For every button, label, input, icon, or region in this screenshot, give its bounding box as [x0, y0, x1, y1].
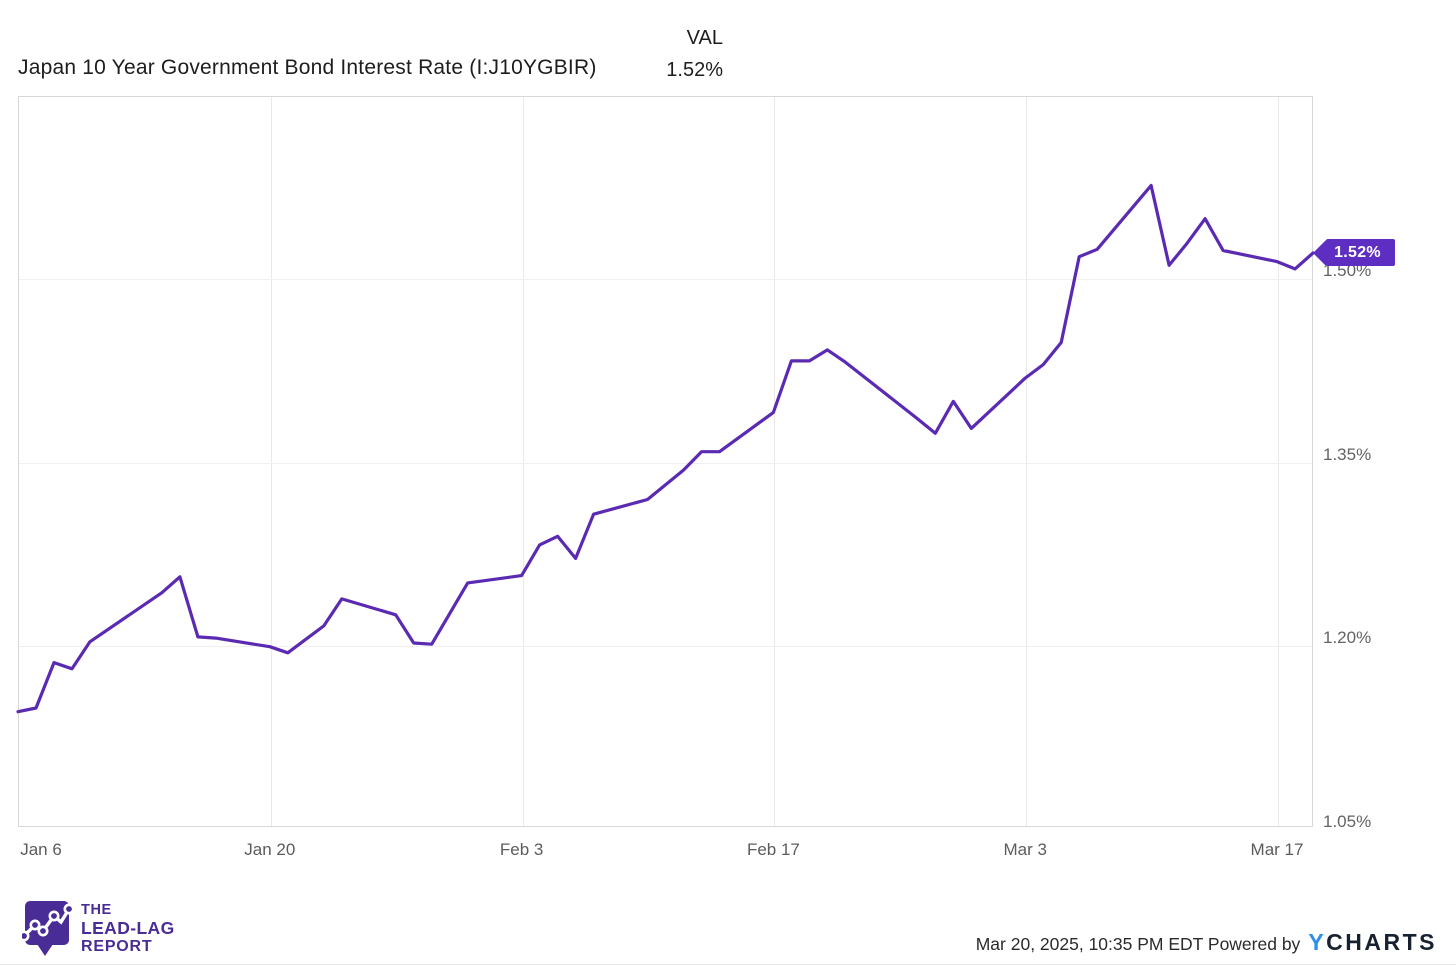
current-value-badge: 1.52% — [1313, 239, 1395, 267]
ycharts-logo-charts: CHARTS — [1326, 929, 1437, 955]
lead-lag-logo-line1: THE — [81, 902, 112, 918]
x-gridline — [522, 97, 524, 826]
x-axis-tick-label: Jan 20 — [244, 840, 296, 859]
y-gridline — [19, 646, 1312, 648]
chart-title: Japan 10 Year Government Bond Interest R… — [18, 56, 597, 79]
y-gridline — [19, 462, 1312, 464]
lead-lag-report-logo: THE LEAD-LAG REPORT — [22, 896, 175, 958]
x-gridline — [774, 97, 776, 826]
val-column-header: VAL — [686, 27, 723, 49]
ycharts-logo-y: Y — [1308, 929, 1327, 955]
lead-lag-logo-icon — [22, 901, 72, 956]
x-gridline — [270, 97, 272, 826]
y-axis-tick-label: 1.05% — [1323, 812, 1372, 832]
x-axis-tick-label: Jan 6 — [20, 840, 62, 859]
x-axis-tick-label: Mar 17 — [1250, 840, 1304, 859]
lead-lag-logo-line2: LEAD-LAG — [81, 917, 175, 938]
lead-lag-logo-line3: REPORT — [81, 937, 153, 955]
ycharts-logo: YCHARTS — [1308, 929, 1437, 956]
x-axis-tick-label: Feb 3 — [499, 840, 544, 859]
lead-lag-logo-text: THE LEAD-LAG REPORT — [81, 902, 175, 955]
val-current-value: 1.52% — [666, 59, 723, 81]
x-axis-tick-label: Feb 17 — [746, 840, 800, 859]
x-gridline — [1026, 97, 1028, 826]
x-axis-tick-label: Mar 3 — [1003, 840, 1047, 859]
y-axis-tick-label: 1.35% — [1323, 444, 1372, 464]
attribution: Mar 20, 2025, 10:35 PM EDT Powered by YC… — [976, 929, 1437, 956]
y-axis-tick-label: 1.20% — [1323, 628, 1372, 648]
timestamp: Mar 20, 2025, 10:35 PM EDT Powered by — [975, 934, 1301, 954]
badge-arrow-icon — [1313, 239, 1326, 266]
badge-value: 1.52% — [1326, 239, 1395, 267]
val-column: VAL 1.52% — [540, 26, 723, 82]
x-gridline — [1278, 97, 1280, 826]
y-gridline — [19, 278, 1312, 280]
plot-area[interactable] — [18, 96, 1313, 827]
